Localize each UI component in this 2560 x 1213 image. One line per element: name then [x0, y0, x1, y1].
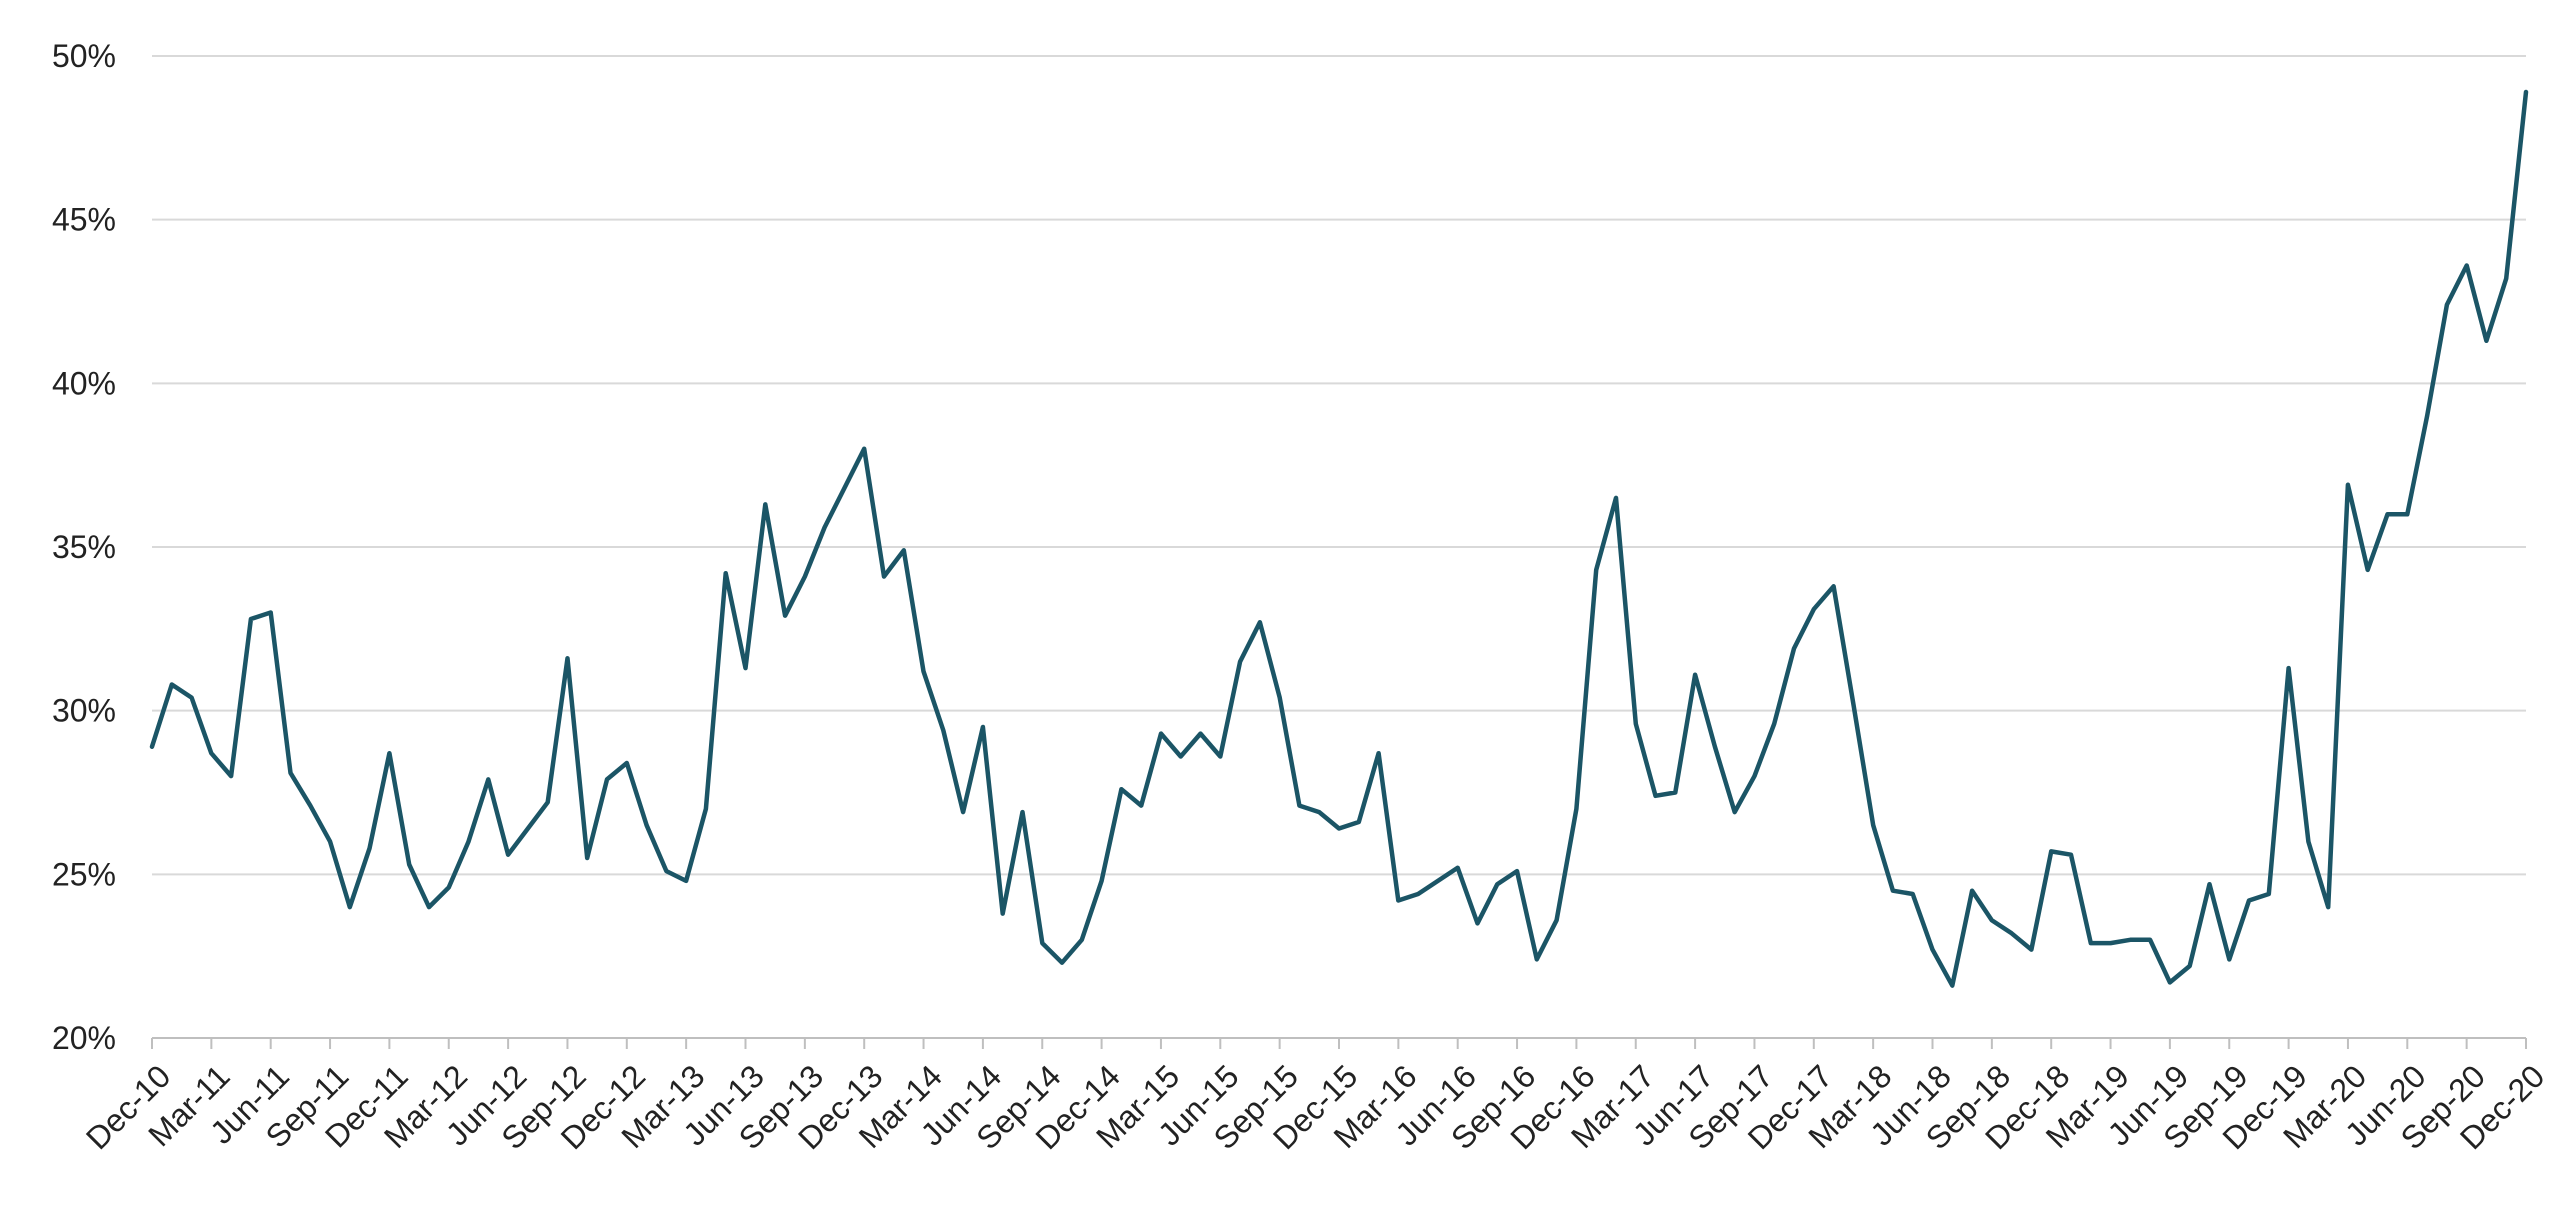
- y-tick-label: 20%: [52, 1020, 116, 1056]
- y-tick-label: 45%: [52, 202, 116, 238]
- series: [149, 89, 2529, 988]
- x-axis-labels: Dec-10Mar-11Jun-11Sep-11Dec-11Mar-12Jun-…: [79, 1058, 2551, 1156]
- y-tick-label: 25%: [52, 856, 116, 892]
- gridlines: [152, 55, 2526, 876]
- series-line: [149, 89, 2529, 988]
- y-tick-label: 40%: [52, 365, 116, 401]
- x-axis: [151, 1037, 2527, 1049]
- y-tick-label: 35%: [52, 529, 116, 565]
- y-tick-label: 30%: [52, 693, 116, 729]
- y-tick-label: 50%: [52, 38, 116, 74]
- y-axis-labels: 20% 25% 30% 35% 40% 45% 50%: [52, 38, 116, 1056]
